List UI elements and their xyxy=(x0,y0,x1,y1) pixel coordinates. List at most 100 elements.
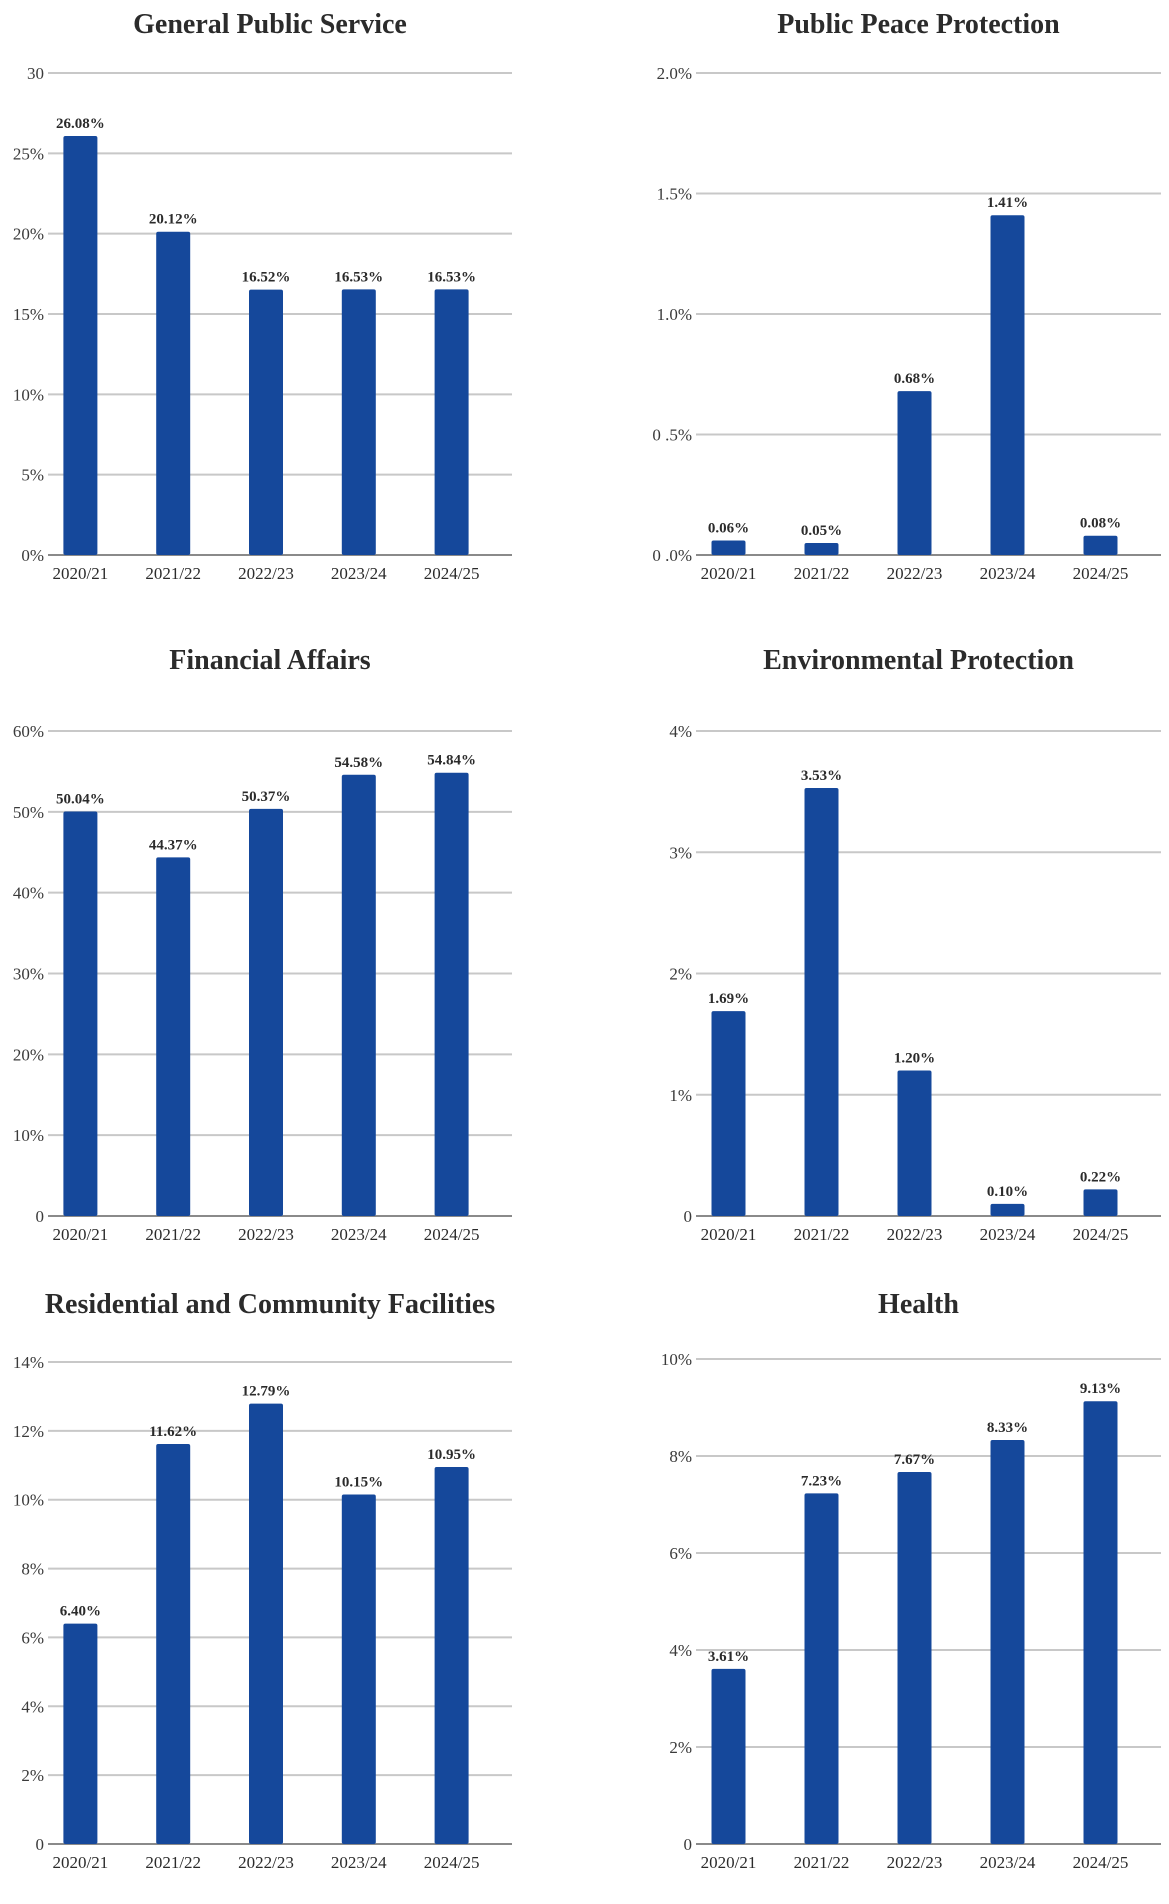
x-tick-label: 2023/24 xyxy=(980,1853,1036,1872)
y-tick-label: 50% xyxy=(13,803,44,822)
x-tick-label: 2022/23 xyxy=(887,1853,943,1872)
data-label: 1.41% xyxy=(987,195,1028,211)
y-tick-label: 60% xyxy=(13,722,44,741)
chart-panel: Financial Affairs 0 10% 20% 30% 40% 50% 60% 50.0… xyxy=(0,636,584,1260)
data-label: 26.08% xyxy=(56,116,105,132)
x-tick-label: 2020/21 xyxy=(701,564,757,583)
chart-panel: Public Peace Protection 0 .0% 0 .5% 1.0% 1.5… xyxy=(584,0,1168,624)
y-tick-label: 8% xyxy=(21,1560,44,1579)
data-label: 0.10% xyxy=(987,1184,1028,1200)
x-tick-label: 2020/21 xyxy=(53,564,109,583)
bar-chart: Residential and Community Facilities 0 2% 4… xyxy=(13,1289,512,1872)
y-tick-label: 4% xyxy=(669,722,692,741)
x-tick-label: 2024/25 xyxy=(1073,564,1129,583)
bar xyxy=(341,289,376,555)
data-label: 54.58% xyxy=(334,755,383,771)
bar xyxy=(434,1467,469,1844)
bar xyxy=(711,1011,746,1216)
bar xyxy=(1083,1401,1118,1844)
chart-title: General Public Service xyxy=(133,9,407,40)
chart-title: Health xyxy=(878,1289,959,1320)
x-tick-label: 2020/21 xyxy=(53,1225,109,1244)
data-label: 10.95% xyxy=(427,1447,476,1463)
chart-panel: Residential and Community Facilities 0 2% 4… xyxy=(0,1280,584,1904)
chart-title: Residential and Community Facilities xyxy=(45,1289,495,1320)
chart-panel: Health 0 2% 4% 6% 8% 10% 3.61% 2020/21 7.23% 2021/… xyxy=(584,1280,1168,1904)
data-label: 54.84% xyxy=(427,753,476,769)
bar xyxy=(156,857,191,1216)
bar xyxy=(804,542,839,555)
bar xyxy=(249,289,283,555)
bar xyxy=(1083,1189,1118,1216)
x-tick-label: 2023/24 xyxy=(331,1853,387,1872)
bar xyxy=(990,1439,1025,1844)
data-label: 0.05% xyxy=(801,523,842,539)
x-tick-label: 2024/25 xyxy=(424,1853,480,1872)
chart-title: Financial Affairs xyxy=(169,645,371,676)
y-tick-label: 20% xyxy=(13,225,44,244)
data-label: 0.06% xyxy=(708,521,749,537)
y-tick-label: 4% xyxy=(669,1641,692,1660)
bar xyxy=(341,1494,376,1844)
y-tick-label: 15% xyxy=(13,305,44,324)
data-label: 50.37% xyxy=(242,789,291,805)
x-tick-label: 2023/24 xyxy=(980,564,1036,583)
data-label: 3.61% xyxy=(708,1649,749,1665)
bar xyxy=(341,774,376,1216)
bar xyxy=(156,1443,191,1844)
data-label: 20.12% xyxy=(149,212,198,228)
data-label: 0.68% xyxy=(894,371,935,387)
x-tick-label: 2021/22 xyxy=(794,564,850,583)
y-tick-label: 0 xyxy=(36,1207,45,1226)
y-tick-label: 20% xyxy=(13,1045,44,1064)
x-tick-label: 2021/22 xyxy=(145,1225,201,1244)
y-tick-label: 8% xyxy=(669,1447,692,1466)
x-tick-label: 2022/23 xyxy=(238,564,294,583)
y-tick-label: 30% xyxy=(13,965,44,984)
y-tick-label: 2.0% xyxy=(657,64,692,83)
x-tick-label: 2021/22 xyxy=(145,1853,201,1872)
bar xyxy=(990,1203,1025,1216)
y-tick-label: 3% xyxy=(669,843,692,862)
bar xyxy=(63,1623,98,1844)
x-tick-label: 2024/25 xyxy=(424,1225,480,1244)
bar xyxy=(897,391,932,555)
x-tick-label: 2023/24 xyxy=(980,1225,1036,1244)
x-tick-label: 2022/23 xyxy=(887,1225,943,1244)
y-tick-label: 2% xyxy=(669,965,692,984)
bar-chart: Public Peace Protection 0 .0% 0 .5% 1.0% 1.5… xyxy=(652,9,1161,583)
y-tick-label: 2% xyxy=(21,1766,44,1785)
x-tick-label: 2024/25 xyxy=(1073,1225,1129,1244)
x-tick-label: 2021/22 xyxy=(145,564,201,583)
x-tick-label: 2020/21 xyxy=(53,1853,109,1872)
chart-title: Public Peace Protection xyxy=(777,9,1060,40)
bar xyxy=(897,1472,932,1844)
chart-panel: General Public Service 0% 5% 10% 15% 20% 25% 30… xyxy=(0,0,584,624)
data-label: 8.33% xyxy=(987,1420,1028,1436)
y-tick-label: 1.5% xyxy=(657,185,692,204)
bar xyxy=(156,231,191,556)
y-tick-label: 10% xyxy=(13,1126,44,1145)
data-label: 44.37% xyxy=(149,837,198,853)
data-label: 9.13% xyxy=(1080,1381,1121,1397)
bar-chart: Health 0 2% 4% 6% 8% 10% 3.61% 2020/21 7.23% 2021/… xyxy=(661,1289,1161,1872)
bar xyxy=(434,772,469,1216)
x-tick-label: 2024/25 xyxy=(424,564,480,583)
bar-chart: Financial Affairs 0 10% 20% 30% 40% 50% 60% 50.0… xyxy=(13,645,512,1244)
y-tick-label: 0 xyxy=(684,1207,693,1226)
data-label: 7.23% xyxy=(801,1473,842,1489)
data-label: 12.79% xyxy=(242,1384,291,1400)
x-tick-label: 2022/23 xyxy=(238,1225,294,1244)
data-label: 16.53% xyxy=(427,269,476,285)
y-tick-label: 12% xyxy=(13,1422,44,1441)
y-tick-label: 0 xyxy=(36,1835,45,1854)
data-label: 0.22% xyxy=(1080,1169,1121,1185)
bar xyxy=(63,135,98,556)
x-tick-label: 2021/22 xyxy=(794,1225,850,1244)
data-label: 11.62% xyxy=(149,1424,197,1440)
x-tick-label: 2020/21 xyxy=(701,1853,757,1872)
y-tick-label: 0% xyxy=(21,546,44,565)
data-label: 16.52% xyxy=(242,270,291,286)
bar xyxy=(249,1403,283,1844)
